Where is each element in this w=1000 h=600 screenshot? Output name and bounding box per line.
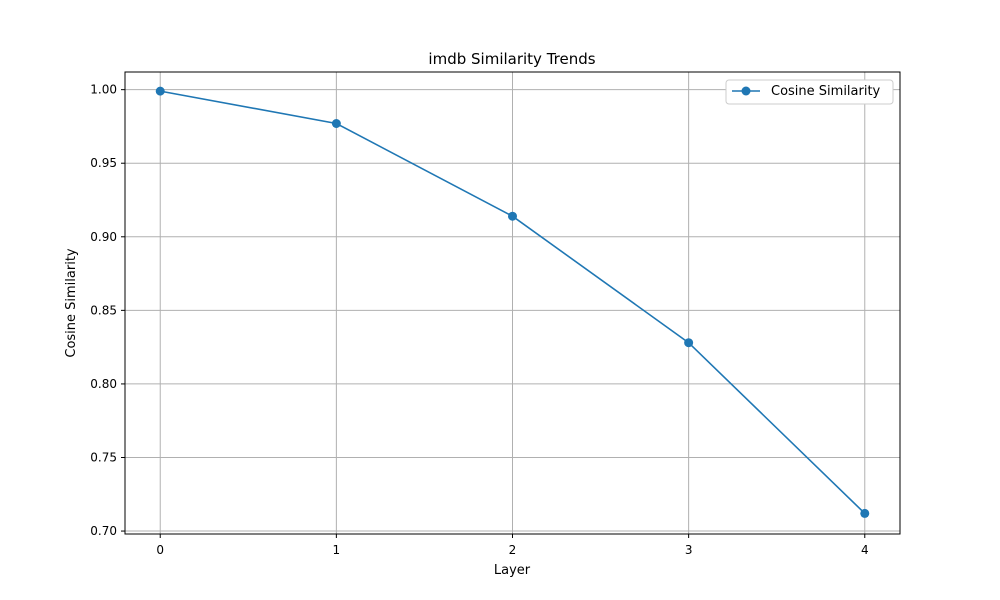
data-point (155, 86, 165, 96)
x-axis-label: Layer (494, 563, 531, 578)
y-tick-label: 0.80 (90, 377, 117, 391)
y-axis-ticks: 0.70 0.75 0.80 0.85 0.90 0.95 1.00 (90, 83, 125, 538)
data-point (331, 118, 341, 128)
legend-label: Cosine Similarity (771, 84, 881, 99)
x-tick-label: 1 (333, 543, 341, 557)
y-tick-label: 0.90 (90, 230, 117, 244)
x-axis-ticks: 0 1 2 3 4 (156, 534, 869, 557)
data-point (508, 211, 517, 221)
y-tick-label: 0.70 (90, 524, 117, 538)
legend-point-marker (741, 86, 751, 96)
y-axis-label: Cosine Similarity (64, 248, 79, 358)
plot-frame (124, 71, 901, 535)
y-tick-label: 0.95 (90, 156, 117, 170)
data-point (684, 338, 694, 348)
x-tick-label: 2 (509, 543, 517, 557)
legend-box (725, 79, 894, 105)
legend: Cosine Similarity (725, 79, 894, 105)
grid (125, 72, 900, 534)
y-tick-label: 0.85 (90, 303, 117, 317)
x-tick-label: 0 (156, 543, 164, 557)
series-layer (155, 86, 870, 518)
y-tick-label: 1.00 (90, 83, 117, 97)
y-tick-label: 0.75 (90, 450, 117, 464)
chart-title: imdb Similarity Trends (428, 50, 595, 68)
x-tick-label: 3 (685, 543, 693, 557)
x-tick-label: 4 (861, 543, 869, 557)
data-point (860, 508, 870, 518)
